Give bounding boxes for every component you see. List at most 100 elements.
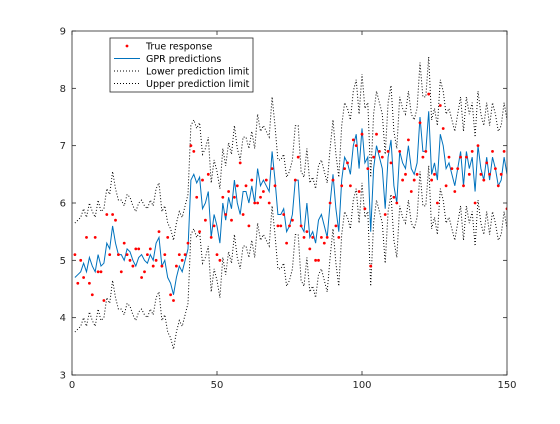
true-response-point xyxy=(212,224,216,228)
true-response-point xyxy=(192,150,196,153)
true-response-point xyxy=(314,258,317,262)
true-response-point xyxy=(418,121,422,125)
true-response-point xyxy=(224,213,228,216)
true-response-point xyxy=(334,224,338,228)
true-response-point xyxy=(85,236,88,239)
true-response-point xyxy=(479,172,483,176)
true-response-point xyxy=(357,190,361,193)
true-response-point xyxy=(204,218,207,222)
true-response-point xyxy=(430,178,433,182)
true-response-point xyxy=(125,253,129,256)
true-response-point xyxy=(160,264,164,268)
true-response-point xyxy=(305,230,309,234)
true-response-point xyxy=(494,167,497,171)
true-response-point xyxy=(157,230,161,234)
true-response-point xyxy=(221,195,225,199)
true-response-point xyxy=(450,167,454,171)
true-response-point xyxy=(496,184,500,188)
true-response-point xyxy=(328,201,332,205)
true-response-point xyxy=(198,230,202,234)
true-response-point xyxy=(180,258,184,262)
true-response-point xyxy=(117,253,120,256)
true-response-point xyxy=(177,253,181,256)
true-response-point xyxy=(421,155,425,159)
true-response-point xyxy=(354,144,358,148)
x-tick-label: 50 xyxy=(211,380,224,391)
true-response-point xyxy=(90,293,94,297)
y-tick-label: 9 xyxy=(60,27,66,38)
true-response-point xyxy=(256,201,259,205)
legend-label: Lower prediction limit xyxy=(146,67,249,78)
true-response-point xyxy=(143,270,146,274)
true-response-point xyxy=(375,132,378,136)
true-response-point xyxy=(169,293,173,297)
true-response-point xyxy=(412,178,416,182)
true-response-point xyxy=(407,138,410,142)
true-response-point xyxy=(279,224,283,228)
true-response-point xyxy=(351,138,355,142)
true-response-point xyxy=(111,213,114,216)
true-response-point xyxy=(151,264,155,268)
true-response-point xyxy=(235,184,239,188)
true-response-point xyxy=(233,195,236,199)
true-response-point xyxy=(79,258,83,262)
true-response-point xyxy=(296,155,300,159)
legend-marker-true-response xyxy=(125,44,129,48)
true-response-point xyxy=(444,184,448,188)
true-response-point xyxy=(467,172,471,176)
true-response-point xyxy=(424,150,428,153)
true-response-point xyxy=(320,236,323,239)
true-response-point xyxy=(276,224,280,228)
true-response-point xyxy=(247,224,251,228)
x-tick-label: 0 xyxy=(69,380,75,391)
true-response-point xyxy=(473,201,477,205)
true-response-point xyxy=(456,167,460,171)
true-response-point xyxy=(215,253,219,256)
true-response-point xyxy=(108,253,112,256)
true-response-point xyxy=(311,236,315,239)
true-response-point xyxy=(366,167,370,171)
true-response-point xyxy=(470,150,474,153)
legend-label: GPR predictions xyxy=(146,54,221,65)
true-response-point xyxy=(337,236,341,239)
true-response-point xyxy=(317,258,320,262)
true-response-point xyxy=(401,178,404,182)
true-response-point xyxy=(259,195,262,199)
y-tick-label: 5 xyxy=(60,256,66,267)
gpr-prediction-line xyxy=(74,111,507,295)
true-response-point xyxy=(201,178,204,182)
true-response-point xyxy=(389,161,393,165)
axes: 0 50 100 150 3 4 5 6 7 8 9 xyxy=(60,27,517,392)
true-response-point xyxy=(285,241,288,245)
true-response-point xyxy=(166,236,170,239)
true-response-point xyxy=(131,264,135,268)
y-tick-label: 4 xyxy=(60,313,66,324)
true-response-point xyxy=(154,258,158,262)
true-response-point xyxy=(482,178,486,182)
true-response-point xyxy=(491,150,494,153)
true-response-point xyxy=(409,190,413,193)
true-response-point xyxy=(459,155,462,159)
y-tick-label: 3 xyxy=(60,371,66,382)
legend-label: True response xyxy=(145,42,213,53)
true-response-point xyxy=(415,172,419,176)
true-response-point xyxy=(114,218,117,222)
true-response-point xyxy=(163,253,167,256)
true-response-point xyxy=(476,144,480,148)
true-response-point xyxy=(288,224,291,228)
true-response-point xyxy=(82,276,85,279)
true-response-point xyxy=(363,207,367,211)
true-response-point xyxy=(462,184,465,188)
true-response-point xyxy=(340,184,344,188)
true-response-point xyxy=(134,247,138,251)
true-response-point xyxy=(195,195,199,199)
true-response-point xyxy=(325,236,329,239)
true-response-point xyxy=(146,253,149,256)
true-response-point xyxy=(346,161,349,165)
true-response-point xyxy=(488,172,491,176)
true-response-point xyxy=(343,167,346,171)
true-response-point xyxy=(299,224,303,228)
true-response-point xyxy=(302,236,306,239)
true-response-point xyxy=(218,258,222,262)
